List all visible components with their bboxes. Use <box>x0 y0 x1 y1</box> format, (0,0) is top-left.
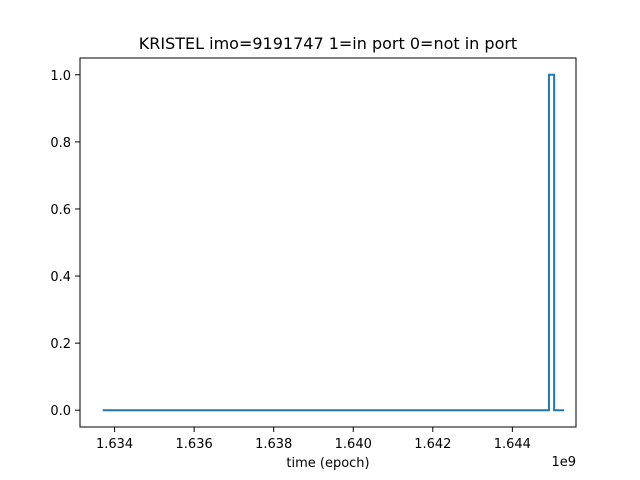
x-tick-label: 1.638 <box>255 437 292 452</box>
x-tick-label: 1.644 <box>494 437 531 452</box>
x-tick-label: 1.634 <box>96 437 133 452</box>
y-tick-label: 0.0 <box>50 404 71 419</box>
plot-area-frame <box>79 57 577 428</box>
y-tick-label: 0.6 <box>50 203 71 218</box>
y-tick-label: 0.8 <box>50 136 71 151</box>
series-line-0 <box>102 73 565 412</box>
y-tick-label: 0.4 <box>50 270 71 285</box>
y-axis-ticks: 0.0 0.2 0.4 0.6 0.8 1.0 <box>50 69 80 419</box>
y-tick-label: 0.2 <box>50 337 71 352</box>
y-tick-label: 1.0 <box>50 69 71 84</box>
x-axis-ticks: 1.634 1.636 1.638 1.640 1.642 1.644 <box>96 427 531 452</box>
x-tick-label: 1.642 <box>414 437 451 452</box>
x-tick-label: 1.640 <box>335 437 372 452</box>
x-axis-offset-label: 1e9 <box>551 455 576 470</box>
chart-title: KRISTEL imo=9191747 1=in port 0=not in p… <box>139 34 517 53</box>
x-axis-label: time (epoch) <box>286 456 369 471</box>
x-tick-label: 1.636 <box>176 437 213 452</box>
series-layer <box>102 73 565 412</box>
